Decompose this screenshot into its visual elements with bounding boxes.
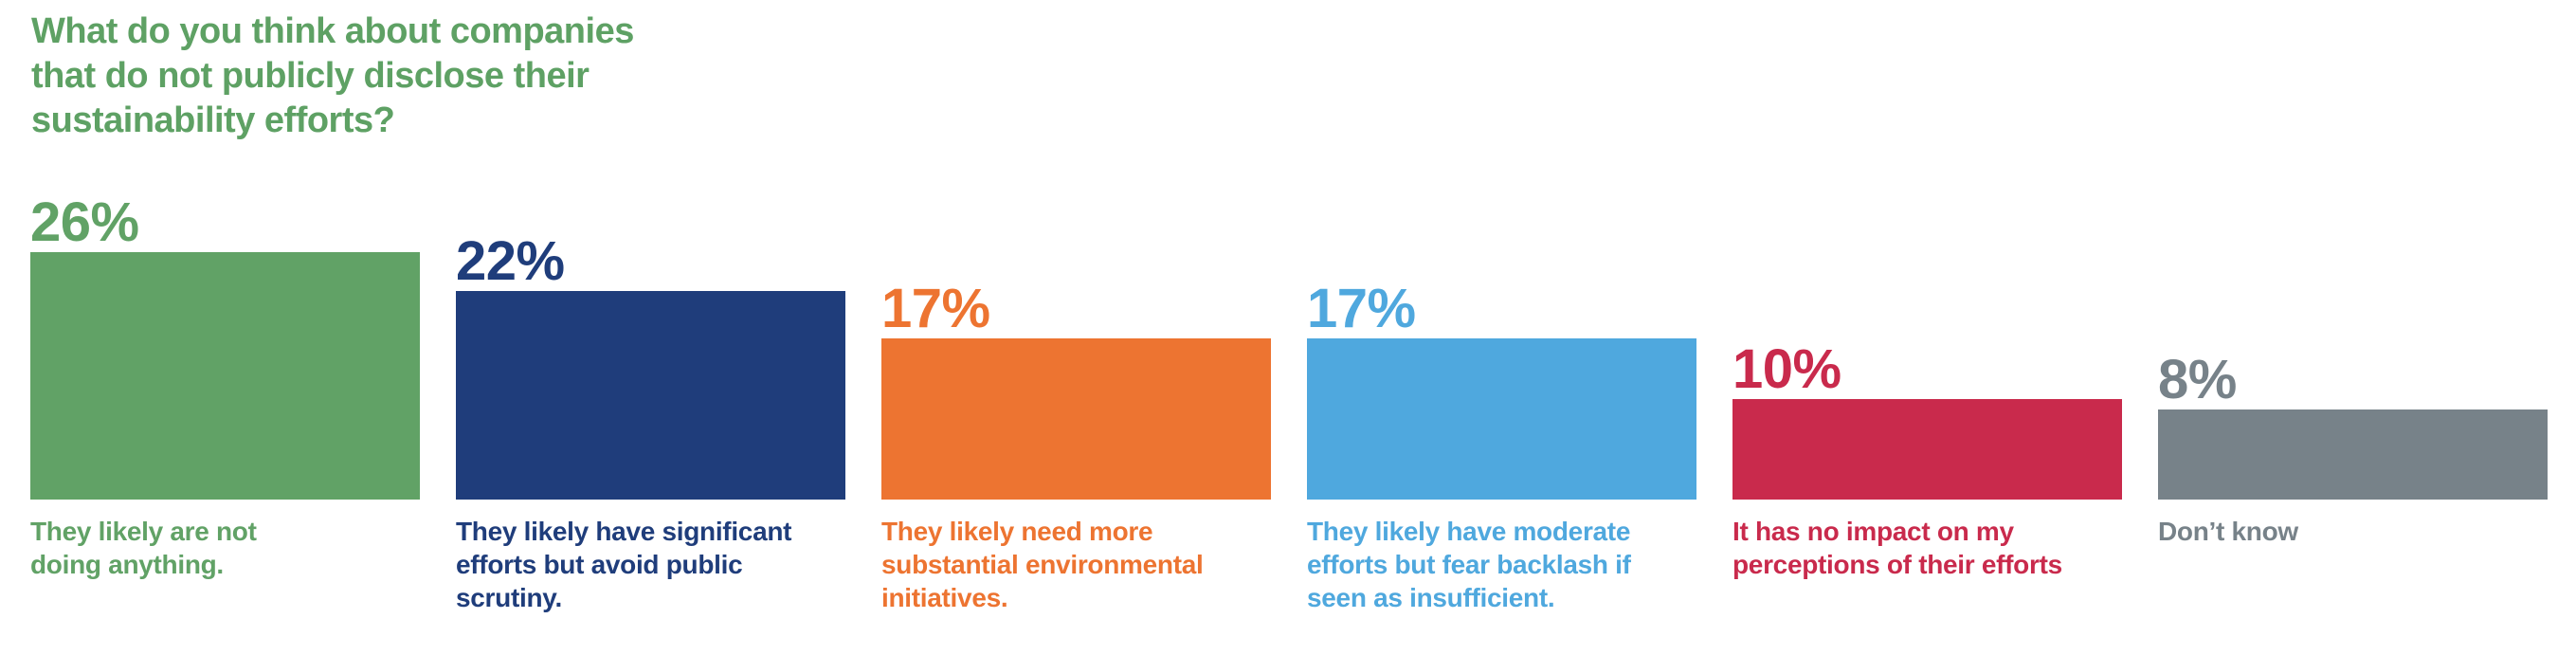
bar-value-label: 26% [30, 191, 139, 253]
bar-caption: They likely have moderate efforts but fe… [1307, 517, 1631, 612]
bar [30, 252, 420, 500]
bar-caption: They likely need more substantial enviro… [881, 517, 1204, 612]
bar-group: 8% Don’t know [2158, 0, 2548, 655]
bar [1732, 399, 2122, 500]
chart-title: What do you think about companies that d… [31, 11, 634, 140]
bar-value-label: 22% [456, 230, 565, 292]
bar-caption: Don’t know [2158, 517, 2298, 546]
bar-group: 22% They likely have significant efforts… [456, 0, 845, 655]
bar-value-label: 10% [1732, 338, 1841, 400]
bar-value-label: 17% [881, 278, 990, 339]
bar-value-label: 8% [2158, 349, 2237, 410]
bar-group: 17% They likely have moderate efforts bu… [1307, 0, 1696, 655]
bar-group: 10% It has no impact on my perceptions o… [1732, 0, 2122, 655]
bar [881, 338, 1271, 500]
bar-caption: They likely are not doing anything. [30, 517, 257, 579]
bar [1307, 338, 1696, 500]
bar-caption: They likely have significant efforts but… [456, 517, 792, 612]
bar-group: 26% They likely are not doing anything. [30, 0, 420, 655]
bar [2158, 409, 2548, 500]
bar-caption: It has no impact on my perceptions of th… [1732, 517, 2062, 579]
bar-value-label: 17% [1307, 278, 1416, 339]
bar-group: 17% They likely need more substantial en… [881, 0, 1271, 655]
bar [456, 291, 845, 500]
